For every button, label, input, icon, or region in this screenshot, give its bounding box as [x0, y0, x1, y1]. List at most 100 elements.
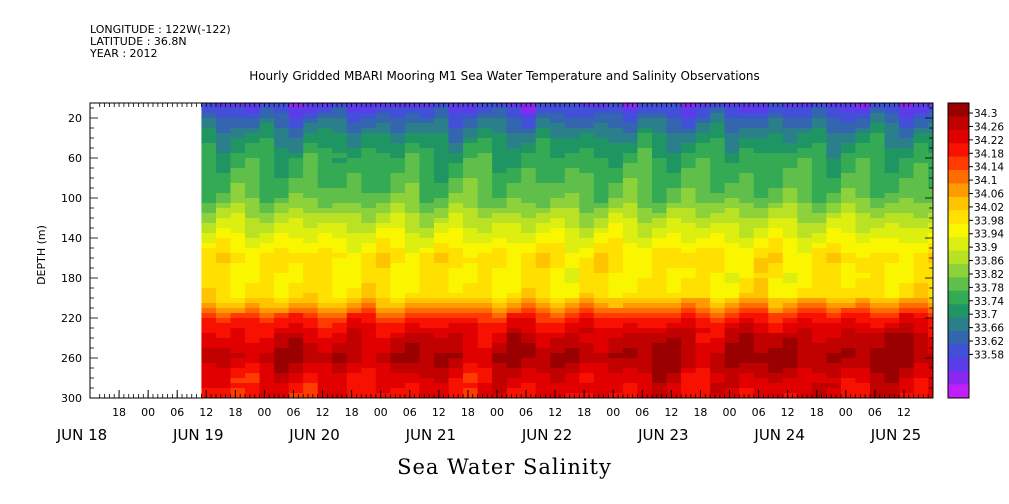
heat-cell [811, 193, 828, 199]
heat-cell [245, 313, 261, 319]
heat-cell [899, 353, 915, 359]
heat-cell [695, 158, 711, 164]
heat-cell [637, 358, 653, 364]
heat-cell [564, 293, 580, 299]
heat-cell [288, 188, 304, 194]
heat-cell [317, 378, 333, 384]
heat-cell [317, 318, 333, 324]
heat-cell [622, 348, 639, 354]
heat-cell [201, 368, 217, 374]
heat-cell [317, 313, 333, 319]
heat-cell [666, 113, 682, 119]
heat-cell [579, 143, 595, 149]
heat-cell [710, 138, 726, 144]
heat-cell [259, 198, 275, 204]
colorbar-swatch [948, 183, 969, 198]
heat-cell [622, 323, 639, 329]
heat-cell [361, 118, 377, 124]
heat-cell [317, 213, 333, 219]
heat-cell [681, 358, 697, 364]
heat-cell [390, 163, 406, 169]
heat-cell [419, 393, 435, 398]
heat-cell [739, 288, 755, 294]
heat-cell [884, 303, 900, 309]
heat-cell [201, 188, 217, 194]
x-tick-label: 06 [519, 406, 533, 419]
heat-cell [608, 203, 624, 209]
heat-cell [928, 333, 933, 339]
heat-cell [637, 208, 653, 214]
heat-cell [695, 393, 711, 398]
heat-cell [593, 333, 609, 339]
heat-cell [666, 243, 682, 249]
heat-cell [710, 273, 726, 279]
heat-cell [695, 353, 711, 359]
colorbar-swatch [948, 290, 969, 305]
heat-cell [739, 143, 755, 149]
heat-cell [811, 223, 828, 229]
heat-cell [404, 348, 421, 354]
heat-cell [913, 133, 929, 139]
heat-cell [404, 273, 421, 279]
heat-cell [433, 108, 450, 114]
heat-cell [681, 338, 697, 344]
heat-cell [550, 268, 566, 274]
heat-cell [332, 268, 348, 274]
heat-cell [404, 178, 421, 184]
heat-cell [899, 293, 915, 299]
heat-cell [666, 313, 682, 319]
heat-cell [361, 348, 377, 354]
heat-cell [506, 378, 522, 384]
heat-cell [346, 138, 362, 144]
heat-cell [274, 103, 290, 109]
heat-cell [884, 173, 900, 179]
heat-cell [681, 273, 697, 279]
heat-cell [797, 133, 813, 139]
heat-cell [535, 268, 551, 274]
heat-cell [884, 313, 900, 319]
heat-cell [245, 113, 261, 119]
heat-cell [201, 223, 217, 229]
heat-cell [811, 213, 828, 219]
heat-cell [753, 133, 769, 139]
heat-cell [739, 358, 755, 364]
heat-cell [710, 193, 726, 199]
heat-cell [506, 373, 522, 379]
heat-cell [215, 158, 232, 164]
heat-cell [593, 163, 609, 169]
heat-cell [492, 143, 508, 149]
heat-cell [375, 188, 391, 194]
heat-cell [855, 118, 871, 124]
heat-cell [913, 238, 929, 244]
heat-cell [215, 193, 232, 199]
heat-cell [608, 188, 624, 194]
heat-cell [245, 378, 261, 384]
heat-cell [201, 363, 217, 369]
heat-cell [579, 373, 595, 379]
heat-cell [870, 348, 886, 354]
heat-cell [230, 358, 246, 364]
heat-cell [797, 373, 813, 379]
heat-cell [521, 313, 537, 319]
heat-cell [840, 213, 857, 219]
heat-cell [448, 228, 464, 234]
heat-cell [637, 363, 653, 369]
heat-cell [550, 248, 566, 254]
heat-cell [928, 183, 933, 189]
heat-cell [346, 243, 362, 249]
colorbar-swatch [948, 384, 969, 399]
heat-cell [477, 233, 493, 239]
heat-cell [564, 193, 580, 199]
heat-cell [274, 283, 290, 289]
heat-cell [724, 298, 740, 304]
heat-cell [855, 128, 871, 134]
heat-cell [274, 153, 290, 159]
heat-cell [288, 343, 304, 349]
heat-cell [535, 208, 551, 214]
heat-cell [564, 113, 580, 119]
heat-cell [375, 273, 391, 279]
heat-cell [637, 318, 653, 324]
heat-cell [724, 138, 740, 144]
heat-cell [390, 138, 406, 144]
heat-cell [637, 263, 653, 269]
